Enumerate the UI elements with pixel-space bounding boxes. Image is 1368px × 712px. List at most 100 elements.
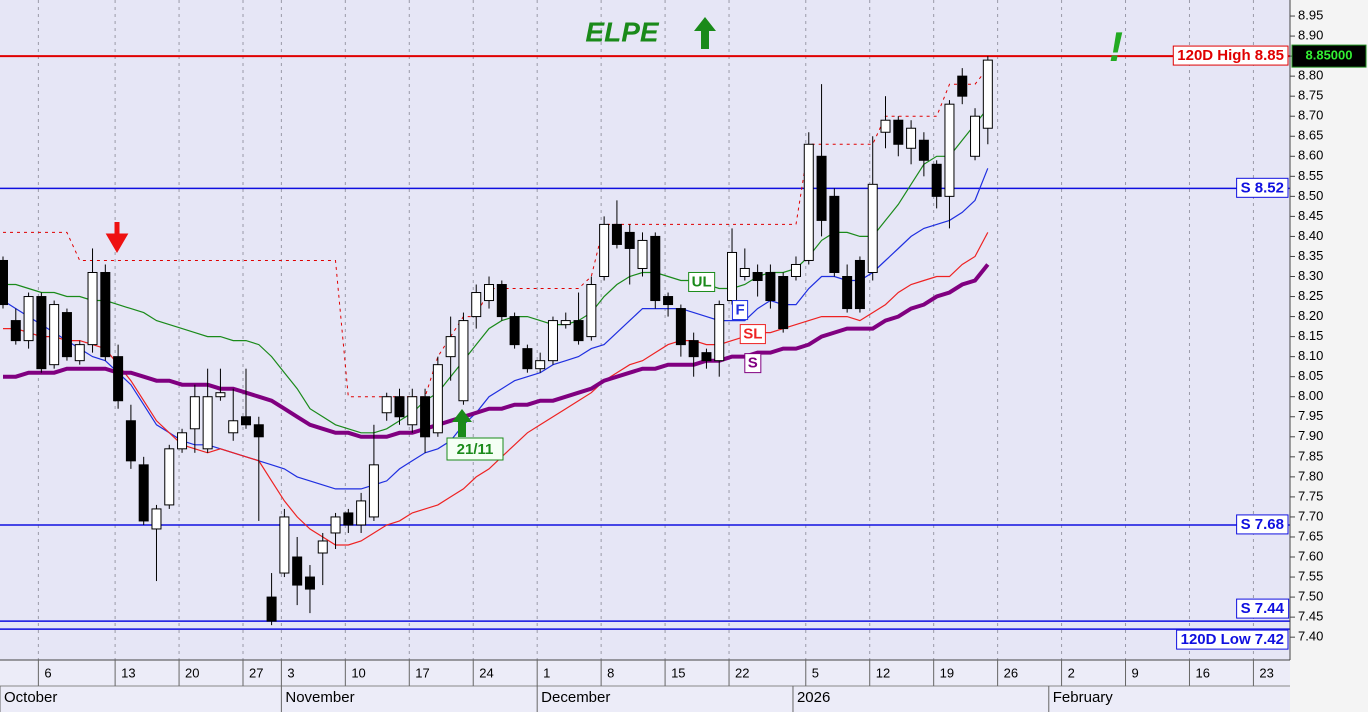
last-price-box xyxy=(1291,44,1367,68)
x-tick-label: 17 xyxy=(415,665,429,680)
indicator-line xyxy=(3,67,989,398)
level-label: S 7.68 xyxy=(1241,516,1284,533)
candle-body xyxy=(202,396,213,450)
candle-body xyxy=(970,115,981,157)
candle-body xyxy=(637,239,648,269)
candle-body xyxy=(944,103,955,197)
month-label: December xyxy=(541,689,610,706)
candle-body xyxy=(522,348,533,370)
candle-body xyxy=(471,292,482,318)
candle-body xyxy=(880,119,891,133)
series-label-box xyxy=(731,300,749,321)
candle-body xyxy=(727,251,738,302)
candle-body xyxy=(61,312,72,358)
candle-body xyxy=(241,416,252,426)
candle-body xyxy=(982,59,993,129)
x-tick-label: 9 xyxy=(1132,665,1139,680)
level-label-box xyxy=(1176,629,1289,650)
y-tick-label: 7.65 xyxy=(1298,528,1323,543)
candle-body xyxy=(49,304,60,366)
y-tick-label: 8.65 xyxy=(1298,128,1323,143)
y-tick-label: 7.75 xyxy=(1298,488,1323,503)
candle-body xyxy=(113,356,124,402)
candle-body xyxy=(292,556,303,586)
y-tick-label: 7.95 xyxy=(1298,408,1323,423)
candle-body xyxy=(816,155,827,221)
candle-body xyxy=(573,320,584,342)
series-label: UL xyxy=(692,273,712,290)
candle-body xyxy=(560,320,571,326)
candle-body xyxy=(484,284,495,302)
candle-body xyxy=(765,271,776,302)
x-tick-label: 15 xyxy=(671,665,685,680)
x-tick-label: 6 xyxy=(44,665,51,680)
candle-body xyxy=(509,316,520,346)
candle-body xyxy=(918,139,929,161)
series-label: F xyxy=(735,302,744,319)
candle-body xyxy=(867,183,878,273)
level-label: 120D Low 7.42 xyxy=(1181,631,1284,648)
candle-body xyxy=(330,516,341,534)
candle-body xyxy=(957,75,968,97)
candle-body xyxy=(356,500,367,526)
candle-body xyxy=(164,448,175,506)
candle-body xyxy=(381,396,392,414)
y-tick-label: 8.25 xyxy=(1298,288,1323,303)
candle-body xyxy=(10,320,21,342)
candle-body xyxy=(177,432,188,450)
y-tick-label: 8.90 xyxy=(1298,28,1323,43)
y-tick-label: 8.20 xyxy=(1298,308,1323,323)
plot-area xyxy=(0,0,1290,660)
indicator-line xyxy=(3,107,989,434)
series-label-box xyxy=(739,324,766,345)
x-tick-label: 1 xyxy=(543,665,550,680)
y-axis-area xyxy=(1290,0,1368,712)
alert-mark: ! xyxy=(1109,23,1123,70)
candle-body xyxy=(394,396,405,418)
last-price-label: 8.85000 xyxy=(1306,48,1353,63)
candle-body xyxy=(547,320,558,362)
level-label-box xyxy=(1236,177,1289,198)
level-label: S 8.52 xyxy=(1241,179,1284,196)
candle-body xyxy=(854,259,865,310)
y-tick-label: 8.60 xyxy=(1298,148,1323,163)
candle-body xyxy=(650,235,661,302)
indicator-line xyxy=(3,232,989,546)
y-tick-label: 8.05 xyxy=(1298,368,1323,383)
candle-body xyxy=(304,576,315,590)
candle-body xyxy=(688,340,699,358)
candle-body xyxy=(842,276,853,310)
candle-body xyxy=(36,296,47,370)
candle-body xyxy=(931,163,942,197)
y-tick-label: 8.55 xyxy=(1298,168,1323,183)
y-tick-label: 7.50 xyxy=(1298,589,1323,604)
candle-body xyxy=(189,396,200,430)
y-tick-label: 7.90 xyxy=(1298,428,1323,443)
level-label: S 7.44 xyxy=(1241,600,1285,617)
y-tick-label: 8.30 xyxy=(1298,268,1323,283)
candle-body xyxy=(87,271,98,346)
candle-body xyxy=(599,223,610,278)
y-tick-label: 8.00 xyxy=(1298,388,1323,403)
signal-box xyxy=(446,437,504,461)
y-tick-label: 8.40 xyxy=(1298,228,1323,243)
candle-body xyxy=(675,308,686,346)
series-label-box xyxy=(688,271,716,292)
chart-title: ELPE xyxy=(585,16,659,47)
candle-body xyxy=(906,127,917,149)
candle-body xyxy=(739,267,750,278)
x-tick-label: 2 xyxy=(1068,665,1075,680)
y-tick-label: 8.95 xyxy=(1298,7,1323,22)
y-tick-label: 8.50 xyxy=(1298,188,1323,203)
y-tick-label: 7.80 xyxy=(1298,468,1323,483)
signal-label: 21/11 xyxy=(457,441,494,458)
candle-body xyxy=(496,284,507,318)
y-tick-label: 8.10 xyxy=(1298,348,1323,363)
candle-body xyxy=(317,540,328,554)
candle-body xyxy=(663,296,674,306)
x-tick-label: 12 xyxy=(876,665,890,680)
candle-body xyxy=(74,344,85,362)
x-tick-label: 5 xyxy=(812,665,819,680)
month-label: February xyxy=(1053,689,1114,706)
